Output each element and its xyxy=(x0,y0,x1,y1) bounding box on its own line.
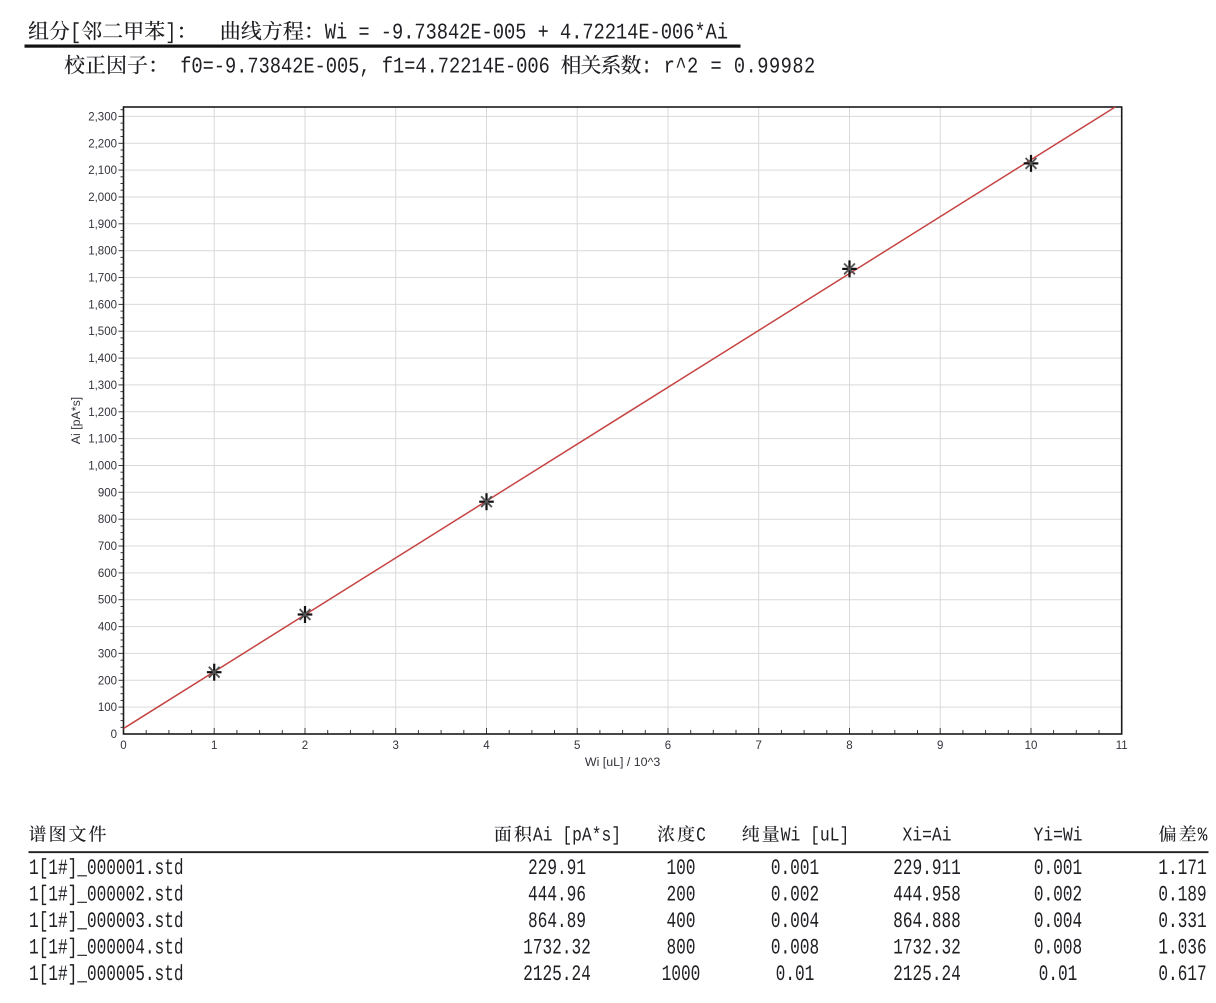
svg-text:1,600: 1,600 xyxy=(88,299,117,311)
svg-text:2,000: 2,000 xyxy=(88,192,117,204)
svg-text:700: 700 xyxy=(98,541,117,553)
svg-text:1,500: 1,500 xyxy=(88,326,117,338)
svg-text:9: 9 xyxy=(937,740,943,752)
svg-text:0: 0 xyxy=(111,729,117,741)
svg-text:900: 900 xyxy=(98,487,117,499)
svg-text:2,200: 2,200 xyxy=(88,138,117,150)
svg-text:1,300: 1,300 xyxy=(88,380,117,392)
svg-text:Ai [pA*s]: Ai [pA*s] xyxy=(69,397,83,445)
svg-text:1,400: 1,400 xyxy=(88,353,117,365)
svg-text:1: 1 xyxy=(211,740,217,752)
svg-text:500: 500 xyxy=(98,595,117,607)
svg-text:1,200: 1,200 xyxy=(88,407,117,419)
svg-text:7: 7 xyxy=(755,740,761,752)
svg-text:0: 0 xyxy=(120,740,126,752)
svg-text:Wi [uL] / 10^3: Wi [uL] / 10^3 xyxy=(585,755,660,769)
svg-text:600: 600 xyxy=(98,568,117,580)
svg-text:1,900: 1,900 xyxy=(88,219,117,231)
svg-text:10: 10 xyxy=(1025,740,1038,752)
svg-text:800: 800 xyxy=(98,514,117,526)
svg-text:200: 200 xyxy=(98,675,117,687)
svg-text:4: 4 xyxy=(483,740,490,752)
svg-text:1,800: 1,800 xyxy=(88,246,117,258)
svg-text:1,100: 1,100 xyxy=(88,434,117,446)
svg-text:100: 100 xyxy=(98,702,117,714)
svg-text:1,000: 1,000 xyxy=(88,461,117,473)
svg-text:2,300: 2,300 xyxy=(88,111,117,123)
svg-text:2,100: 2,100 xyxy=(88,165,117,177)
svg-text:6: 6 xyxy=(665,740,671,752)
svg-text:1,700: 1,700 xyxy=(88,273,117,285)
svg-text:3: 3 xyxy=(392,740,398,752)
svg-text:2: 2 xyxy=(302,740,308,752)
svg-text:300: 300 xyxy=(98,648,117,660)
svg-text:5: 5 xyxy=(574,740,580,752)
svg-text:400: 400 xyxy=(98,622,117,634)
svg-text:11: 11 xyxy=(1116,740,1128,752)
svg-text:8: 8 xyxy=(846,740,852,752)
